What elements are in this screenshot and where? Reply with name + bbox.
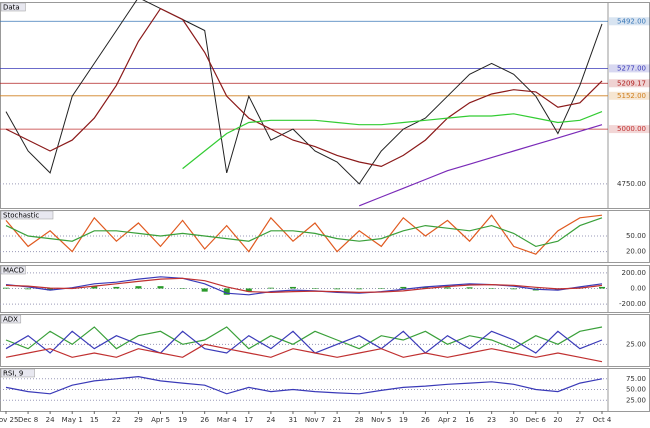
series-line bbox=[5, 343, 603, 363]
y-tick-label: 20.00 bbox=[626, 248, 646, 256]
panel-title: MACD bbox=[3, 267, 24, 275]
histogram-bar bbox=[510, 288, 517, 290]
histogram-bar bbox=[312, 288, 319, 289]
x-tick-label: 26 bbox=[421, 416, 430, 424]
x-tick-label: Apr 2 bbox=[438, 416, 457, 424]
x-tick-label: 19 bbox=[399, 416, 408, 424]
histogram-bar bbox=[267, 287, 274, 289]
y-tick-label: 25.00 bbox=[626, 340, 646, 348]
x-tick-label: 30 bbox=[509, 416, 518, 424]
series-line bbox=[5, 277, 603, 294]
histogram-bar bbox=[113, 286, 120, 289]
series-line bbox=[5, 7, 603, 168]
x-tick-label: 17 bbox=[244, 416, 253, 424]
price-tag bbox=[609, 91, 650, 100]
histogram-bar bbox=[245, 288, 252, 292]
x-tick-label: 16 bbox=[465, 416, 474, 424]
histogram-bar bbox=[47, 288, 54, 291]
panel-title: ADX bbox=[3, 316, 18, 324]
x-tick-label: 24 bbox=[46, 416, 55, 424]
x-tick-label: 31 bbox=[289, 416, 298, 424]
x-tick-label: Nov 25 bbox=[0, 416, 18, 424]
histogram-bar bbox=[356, 288, 363, 290]
histogram-bar bbox=[334, 288, 341, 290]
series-line bbox=[5, 217, 603, 248]
x-tick-label: 29 bbox=[134, 416, 143, 424]
y-tick-label: 50.00 bbox=[626, 386, 646, 394]
x-tick-label: 26 bbox=[200, 416, 209, 424]
y-tick-label: 50.00 bbox=[626, 232, 646, 240]
histogram-bar bbox=[157, 286, 164, 289]
y-tick-label: 200.00 bbox=[622, 269, 647, 277]
panel-title: RSI, 9 bbox=[3, 370, 23, 378]
x-tick-label: Apr 5 bbox=[151, 416, 170, 424]
x-tick-label: 22 bbox=[112, 416, 121, 424]
price-tag bbox=[609, 125, 650, 134]
x-tick-label: Nov 5 bbox=[371, 416, 391, 424]
histogram-bar bbox=[488, 288, 495, 289]
series-line bbox=[182, 111, 603, 170]
panel-title-bg bbox=[0, 265, 26, 275]
series-line bbox=[5, 330, 603, 354]
histogram-bar bbox=[599, 286, 605, 289]
price-tag-label: 5209.17 bbox=[617, 79, 646, 87]
price-tag-label: 5000.00 bbox=[617, 125, 646, 133]
histogram-bar bbox=[201, 288, 208, 292]
panel-title-bg bbox=[0, 368, 35, 378]
price-tag bbox=[609, 64, 650, 73]
y-tick-label: 4750.00 bbox=[617, 180, 646, 188]
series-line bbox=[5, 326, 603, 350]
x-tick-label: 19 bbox=[178, 416, 187, 424]
histogram-bar bbox=[378, 288, 385, 289]
x-tick-label: 23 bbox=[487, 416, 496, 424]
x-tick-label: May 1 bbox=[62, 416, 83, 424]
panel-title: Stochastic bbox=[3, 212, 39, 220]
histogram-bar bbox=[25, 288, 32, 290]
x-tick-label: 28 bbox=[355, 416, 364, 424]
histogram-bar bbox=[400, 286, 407, 289]
y-tick-label: 25.00 bbox=[626, 396, 646, 404]
histogram-bar bbox=[3, 287, 9, 289]
panel-title-bg bbox=[0, 210, 54, 220]
series-line bbox=[358, 124, 603, 207]
series-line bbox=[5, 375, 603, 395]
x-tick-label: 20 bbox=[553, 416, 562, 424]
series-line bbox=[5, 0, 603, 185]
histogram-bar bbox=[444, 287, 451, 289]
panel-title-bg bbox=[0, 2, 26, 12]
histogram-bar bbox=[135, 286, 142, 289]
histogram-bar bbox=[91, 286, 98, 289]
histogram-bar bbox=[223, 288, 230, 295]
histogram-bar bbox=[289, 286, 296, 289]
price-tag bbox=[609, 79, 650, 88]
x-tick-label: Dec 6 bbox=[526, 416, 547, 424]
histogram-bar bbox=[422, 286, 429, 289]
x-tick-label: 21 bbox=[333, 416, 342, 424]
histogram-bar bbox=[466, 287, 473, 289]
price-tag bbox=[609, 17, 650, 26]
y-tick-label: 0.00 bbox=[630, 285, 646, 293]
x-tick-label: Nov 7 bbox=[305, 416, 325, 424]
x-tick-label: 24 bbox=[266, 416, 275, 424]
panel-title: Data bbox=[3, 4, 20, 12]
x-tick-label: 27 bbox=[575, 416, 584, 424]
x-tick-label: Mar 4 bbox=[217, 416, 237, 424]
price-tag-label: 5277.00 bbox=[617, 64, 646, 72]
panel-title-bg bbox=[0, 314, 22, 324]
y-tick-label: -200.00 bbox=[619, 300, 646, 308]
x-tick-label: Dec 8 bbox=[18, 416, 38, 424]
price-tag-label: 5492.00 bbox=[617, 17, 646, 25]
x-tick-label: Oct 4 bbox=[593, 416, 612, 424]
x-tick-label: 15 bbox=[90, 416, 99, 424]
y-tick-label: 75.00 bbox=[626, 375, 646, 383]
histogram-bar bbox=[179, 288, 186, 289]
price-tag-label: 5152.00 bbox=[617, 92, 646, 100]
